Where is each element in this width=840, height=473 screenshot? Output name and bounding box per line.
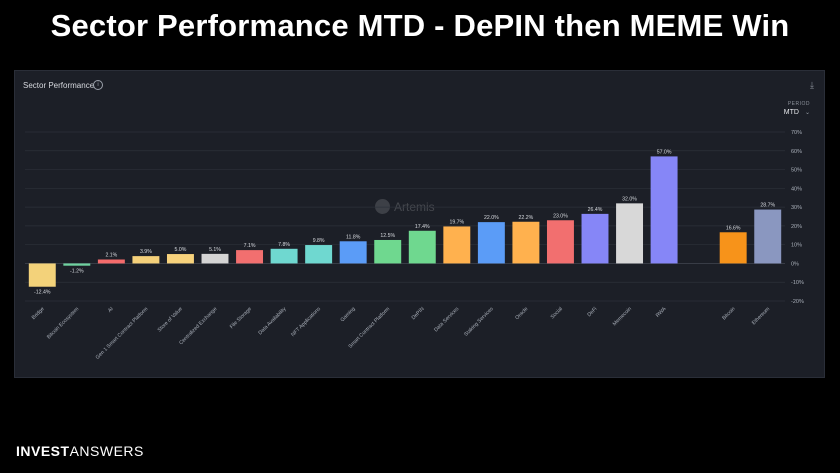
bar	[581, 213, 609, 264]
bar	[63, 263, 91, 266]
x-tick-label: Bitcoin	[721, 306, 736, 321]
bar	[97, 259, 125, 264]
bar	[339, 241, 367, 264]
x-tick-label: AI	[107, 306, 115, 314]
bar	[408, 230, 436, 264]
value-label: 22.2%	[519, 215, 534, 221]
y-tick-label: 0%	[791, 261, 799, 267]
x-tick-label: Store of Value	[157, 306, 184, 333]
bar	[374, 239, 402, 264]
value-label: 7.1%	[244, 243, 256, 249]
value-label: 23.0%	[553, 213, 568, 219]
y-tick-layer: -20% -10% 0% 10% 20% 30% 40% 50% 60% 70%	[791, 130, 804, 305]
x-tick-label: File Storage	[229, 306, 253, 330]
watermark: Artemis	[375, 199, 435, 214]
x-tick-label: Social	[550, 306, 564, 320]
value-label: 16.6%	[726, 225, 741, 231]
y-tick-label: 30%	[791, 205, 802, 211]
x-tick-label: Gaming	[340, 306, 357, 323]
x-tick-label: Staking Services	[463, 306, 495, 338]
value-label: 11.8%	[346, 234, 361, 240]
bar	[546, 220, 574, 264]
value-label: 2.1%	[105, 253, 117, 259]
bar	[477, 222, 505, 264]
value-label: 22.0%	[484, 215, 499, 221]
value-label: 12.5%	[380, 233, 395, 239]
value-label: 17.4%	[415, 224, 430, 230]
bar	[236, 250, 264, 264]
value-label: 57.0%	[657, 149, 672, 155]
value-label: 3.9%	[140, 249, 152, 255]
x-tick-label: DePIN	[411, 306, 426, 321]
y-tick-label: 20%	[791, 224, 802, 230]
bar	[754, 209, 782, 264]
bar	[443, 226, 471, 264]
brand-bold: INVEST	[16, 443, 70, 459]
chart-panel: Sector Performance i ⤓ PERIOD MTD ⌄ Artem…	[14, 70, 825, 378]
x-tick-label: Gen 1 Smart Contract Platform	[95, 306, 150, 361]
x-tick-label: Data Services	[433, 306, 460, 333]
slide-title: Sector Performance MTD - DePIN then MEME…	[50, 8, 790, 43]
artemis-logo-icon	[375, 199, 390, 214]
y-tick-label: 50%	[791, 168, 802, 174]
bar	[201, 253, 229, 264]
bar	[270, 248, 298, 264]
brand-logo: INVESTANSWERS	[16, 443, 144, 459]
bar	[305, 245, 333, 264]
value-label: 5.1%	[209, 247, 221, 253]
bar-chart: -12.4% -1.2% 2.1% 3.9% 5.0% 5.1% 7.1% 7.8% 9.8% 1…	[25, 130, 804, 361]
y-tick-label: 60%	[791, 149, 802, 155]
x-tick-label: Data Availability	[257, 306, 287, 336]
bar	[28, 263, 56, 287]
value-label: -1.2%	[70, 269, 84, 275]
x-tick-label: Oracle	[514, 306, 529, 321]
y-tick-label: 70%	[791, 130, 802, 136]
bar	[132, 256, 160, 264]
value-label: 9.8%	[313, 238, 325, 244]
brand-light: ANSWERS	[69, 443, 144, 459]
x-tick-label: RWA	[655, 306, 668, 319]
panel-title: Sector Performance	[23, 81, 95, 90]
bar	[512, 221, 540, 264]
bar	[166, 254, 194, 264]
value-label: 32.0%	[622, 196, 637, 202]
y-tick-label: -20%	[791, 299, 804, 305]
value-label-layer: -12.4% -1.2% 2.1% 3.9% 5.0% 5.1% 7.1% 7.8% 9.8% 1…	[34, 149, 775, 295]
chevron-down-icon: ⌄	[804, 110, 810, 116]
value-label: 26.4%	[588, 207, 603, 213]
y-tick-label: 40%	[791, 186, 802, 192]
bar	[616, 203, 644, 264]
x-tick-label: Ethereum	[751, 306, 771, 326]
period-label: PERIOD	[787, 101, 810, 107]
period-select[interactable]: MTD ⌄	[784, 109, 810, 116]
download-icon[interactable]: ⤓	[810, 80, 814, 90]
x-tick-label: Bridge	[31, 306, 46, 321]
info-icon[interactable]: i	[93, 80, 103, 90]
bar	[719, 232, 747, 264]
watermark-text: Artemis	[394, 199, 435, 214]
x-tick-label: DeFi	[586, 306, 598, 318]
y-tick-label: 10%	[791, 243, 802, 249]
x-tick-label: NFT Applications	[290, 306, 322, 338]
x-tick-label: Memecoin	[612, 306, 633, 327]
bar-layer	[28, 156, 782, 287]
y-tick-label: -10%	[791, 280, 804, 286]
value-label: -12.4%	[34, 290, 51, 296]
period-value: MTD	[783, 109, 799, 116]
value-label: 19.7%	[449, 219, 464, 225]
value-label: 5.0%	[175, 247, 187, 253]
x-tick-label: Bitcoin Ecosystem	[46, 306, 80, 340]
value-label: 7.8%	[278, 242, 290, 248]
value-label: 28.7%	[760, 203, 775, 209]
bar	[650, 156, 678, 264]
x-tick-label: Centralized Exchange	[178, 306, 218, 346]
